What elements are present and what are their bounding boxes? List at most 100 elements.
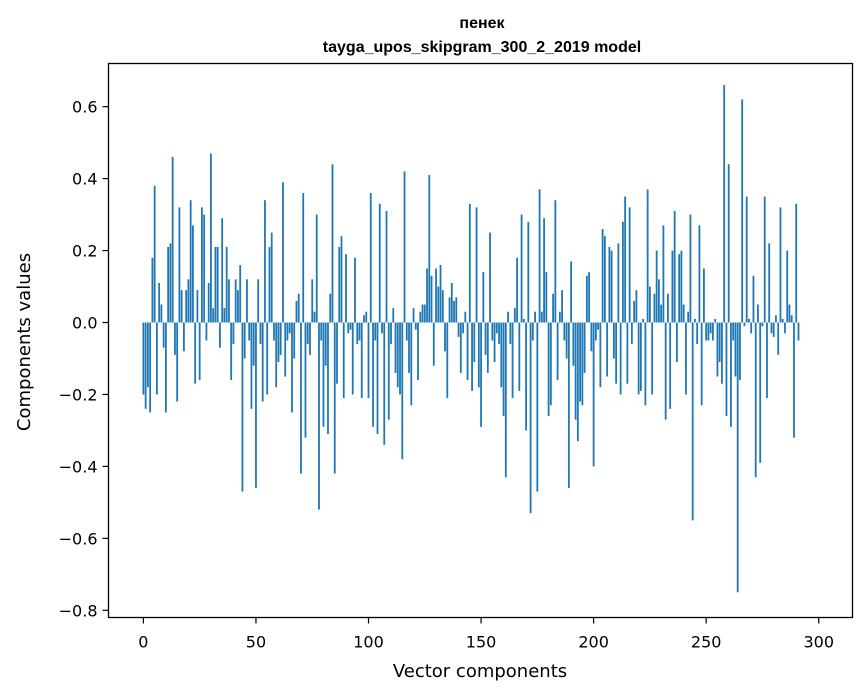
- bar: [574, 322, 577, 420]
- bar: [716, 322, 719, 377]
- bar: [468, 203, 471, 323]
- bar: [538, 189, 541, 323]
- y-tick-label: 0.6: [72, 98, 97, 117]
- bar: [779, 207, 782, 323]
- bar: [527, 221, 530, 323]
- bar: [757, 304, 759, 323]
- bar: [597, 322, 600, 330]
- bar: [214, 246, 217, 323]
- bar: [295, 300, 298, 323]
- bar: [658, 279, 660, 323]
- bar: [198, 322, 201, 381]
- bar: [180, 290, 183, 323]
- bar: [363, 315, 365, 323]
- bar: [311, 279, 314, 323]
- bar: [268, 246, 271, 323]
- bar: [712, 322, 714, 341]
- bar: [405, 322, 408, 341]
- bar: [599, 322, 602, 388]
- bar: [466, 322, 469, 381]
- bar: [412, 308, 415, 323]
- y-tick-label: 0.0: [72, 314, 97, 333]
- bar: [430, 275, 433, 323]
- bar: [694, 318, 696, 323]
- bar: [167, 246, 170, 323]
- bar: [775, 315, 777, 323]
- bar: [797, 322, 800, 341]
- bar: [608, 246, 611, 323]
- bar: [590, 322, 593, 352]
- bar: [338, 246, 341, 323]
- bar: [709, 322, 712, 334]
- bar: [671, 250, 674, 323]
- bar: [511, 322, 514, 399]
- bar: [639, 322, 642, 391]
- bar: [189, 200, 192, 323]
- bar: [752, 275, 755, 323]
- bar: [194, 322, 197, 384]
- bar: [291, 322, 293, 413]
- bar: [417, 322, 419, 381]
- bar: [358, 322, 361, 341]
- bar: [176, 322, 179, 402]
- bar: [714, 318, 717, 323]
- bar: [356, 322, 359, 345]
- bar: [513, 308, 516, 323]
- bar: [151, 257, 154, 323]
- bar: [678, 254, 681, 323]
- bar: [401, 322, 404, 460]
- bar: [745, 196, 748, 323]
- bar: [457, 322, 460, 337]
- x-axis-ticks: 0 50 100 150 200 250 300: [138, 617, 834, 652]
- bar: [703, 268, 705, 323]
- bar: [275, 322, 278, 388]
- bar: [558, 311, 561, 323]
- bar: [421, 304, 424, 323]
- bar: [676, 322, 678, 363]
- bar: [264, 200, 266, 323]
- bar: [579, 322, 582, 402]
- bar: [196, 290, 199, 323]
- bar: [545, 272, 548, 323]
- bar: [183, 322, 185, 352]
- bar: [376, 322, 379, 435]
- bar: [435, 268, 437, 323]
- bar: [160, 304, 163, 323]
- bar: [410, 322, 413, 406]
- bar: [793, 322, 795, 438]
- bar: [399, 322, 401, 395]
- bar: [241, 322, 244, 492]
- bar: [543, 218, 545, 323]
- bar: [228, 279, 230, 323]
- bar: [522, 318, 525, 323]
- x-tick-label: 200: [578, 633, 609, 652]
- bar: [340, 236, 343, 323]
- bar: [732, 322, 735, 341]
- bar: [759, 322, 762, 463]
- bar: [552, 293, 554, 323]
- bar: [403, 171, 406, 323]
- bar: [540, 311, 543, 323]
- bar: [185, 290, 188, 323]
- bar: [667, 293, 669, 323]
- bar: [698, 225, 701, 323]
- bar: [324, 322, 327, 366]
- bar: [477, 322, 480, 388]
- bar: [385, 210, 388, 323]
- bar: [482, 272, 485, 323]
- bar: [232, 322, 235, 345]
- bar: [601, 228, 604, 323]
- x-tick-label: 50: [246, 633, 266, 652]
- bar: [633, 300, 636, 323]
- bar: [565, 322, 568, 359]
- bar: [516, 257, 518, 323]
- bar: [554, 200, 557, 323]
- bar: [721, 322, 723, 384]
- bar: [484, 322, 487, 355]
- bar: [649, 286, 651, 323]
- bar: [309, 322, 311, 355]
- bar: [682, 304, 685, 323]
- bar: [770, 322, 773, 334]
- bar: [174, 322, 176, 355]
